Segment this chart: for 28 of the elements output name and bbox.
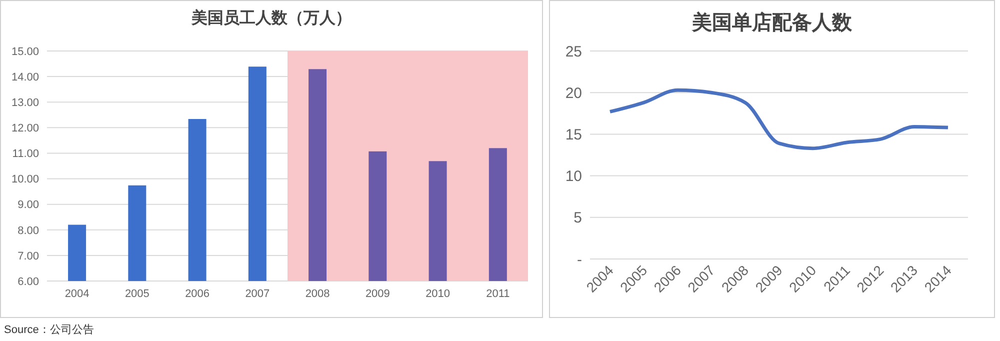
x-tick-label: 2005 [124,288,150,300]
chart-title: 美国单店配备人数 [690,10,853,36]
y-tick-label: 10.00 [11,174,39,186]
y-tick-label: 8.00 [18,224,39,237]
y-tick-label: 6.00 [18,276,39,288]
y-tick-label: 25 [565,43,582,60]
y-tick-label: 20 [565,84,582,102]
x-tick-label: 2004 [64,288,90,300]
y-tick-label: 15 [565,126,582,144]
x-tick-label: 2009 [365,288,390,300]
x-tick-label: 2007 [245,288,270,300]
y-tick-label: 12.00 [11,122,39,135]
y-tick-label: 9.00 [18,199,39,212]
x-tick-label: 2006 [185,288,210,300]
y-tick-label: 10 [565,168,582,186]
x-tick-label: 2011 [486,288,510,300]
x-tick-label: 2008 [305,288,330,300]
y-tick-label: 15.00 [11,46,39,58]
y-tick-label: 7.00 [18,250,39,262]
y-tick-label: - [577,251,582,268]
source-note: Source：公司公告 [4,324,94,336]
y-tick-label: 14.00 [11,71,39,84]
chart-title: 美国员工人数（万人） [190,8,352,29]
y-tick-label: 11.00 [12,148,39,160]
x-tick-label: 2010 [426,288,450,300]
line-series [608,88,950,150]
y-tick-label: 5 [574,210,582,227]
y-tick-label: 13.00 [11,97,39,110]
